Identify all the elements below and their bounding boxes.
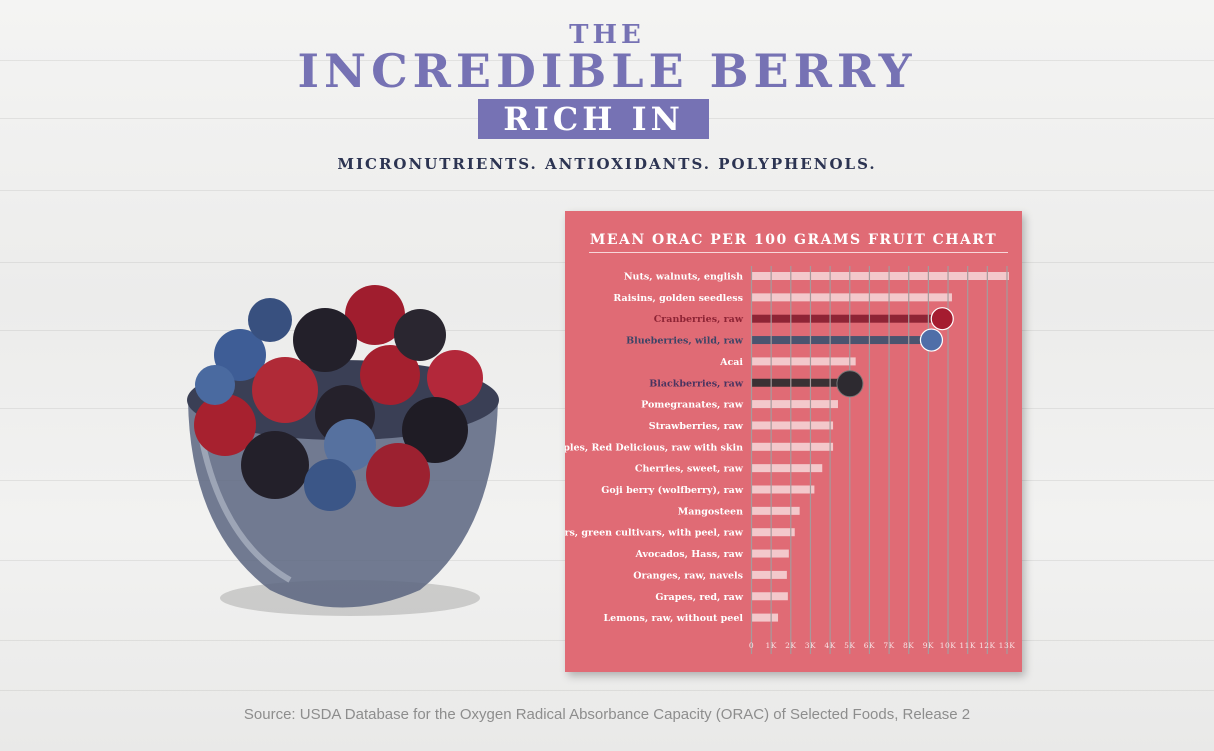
category-label: Strawberries, raw bbox=[649, 421, 744, 432]
title-the: THE bbox=[569, 20, 645, 50]
x-tick-label: 9K bbox=[923, 641, 934, 650]
x-tick-label: 5K bbox=[844, 641, 855, 650]
chart-title-divider bbox=[589, 252, 1008, 253]
bar bbox=[751, 336, 926, 345]
category-label: Oranges, raw, navels bbox=[633, 570, 743, 581]
bar bbox=[751, 272, 1009, 280]
x-tick-label: 4K bbox=[824, 641, 835, 650]
x-tick-label: 6K bbox=[864, 641, 875, 650]
bar bbox=[751, 549, 789, 558]
category-label: Pears, green cultivars, with peel, raw bbox=[565, 528, 744, 539]
bar bbox=[751, 357, 856, 366]
chart-title: MEAN ORAC PER 100 GRAMS FRUIT CHART bbox=[589, 232, 998, 248]
bar bbox=[751, 528, 795, 537]
rich-in-badge: RICH IN bbox=[478, 99, 709, 139]
page-title: INCREDIBLE BERRY bbox=[297, 44, 917, 98]
x-tick-label: 8K bbox=[903, 641, 914, 650]
x-tick-label: 11K bbox=[959, 641, 976, 650]
category-label: Mangosteen bbox=[678, 506, 743, 517]
orac-bar-chart: Nuts, walnuts, english Raisins, golden se… bbox=[565, 266, 1016, 654]
bar bbox=[751, 570, 787, 579]
bar bbox=[751, 592, 788, 601]
bar bbox=[751, 464, 823, 473]
category-label: Raisins, golden seedless bbox=[613, 293, 743, 304]
category-label: Lemons, raw, without peel bbox=[603, 613, 743, 624]
bar bbox=[751, 400, 838, 409]
bar bbox=[751, 442, 834, 451]
bar bbox=[751, 613, 779, 622]
x-tick-label: 1K bbox=[765, 641, 776, 650]
orac-chart-panel: MEAN ORAC PER 100 GRAMS FRUIT CHART Nuts… bbox=[565, 211, 1022, 672]
category-label: Apples, Red Delicious, raw with skin bbox=[565, 442, 743, 453]
bar bbox=[751, 485, 815, 494]
x-tick-label: 0 bbox=[749, 641, 754, 650]
bar bbox=[751, 421, 834, 430]
x-tick-label: 7K bbox=[883, 641, 894, 650]
category-label: Acai bbox=[719, 357, 743, 368]
bar bbox=[751, 293, 952, 302]
x-tick-label: 12K bbox=[979, 641, 996, 650]
x-tick-label: 3K bbox=[805, 641, 816, 650]
category-label: Cranberries, raw bbox=[654, 314, 744, 325]
x-tick-label: 2K bbox=[785, 641, 796, 650]
bar bbox=[751, 378, 841, 387]
bar bbox=[751, 506, 800, 515]
berry-bowl-image bbox=[187, 285, 499, 616]
category-label: Blueberries, wild, raw bbox=[626, 336, 744, 347]
category-label: Avocados, Hass, raw bbox=[634, 549, 743, 560]
cranberry-icon bbox=[930, 307, 954, 331]
category-label: Blackberries, raw bbox=[649, 378, 744, 389]
category-label: Cherries, sweet, raw bbox=[635, 464, 744, 475]
bar bbox=[751, 314, 937, 323]
category-label: Goji berry (wolfberry), raw bbox=[601, 485, 744, 496]
x-tick-label: 10K bbox=[940, 641, 957, 650]
blueberry-icon bbox=[919, 328, 944, 352]
category-label: Grapes, red, raw bbox=[655, 592, 743, 603]
category-label: Pomegranates, raw bbox=[641, 400, 744, 411]
blackberry-icon bbox=[836, 370, 864, 398]
source-note: Source: USDA Database for the Oxygen Rad… bbox=[243, 706, 971, 723]
subtitle: MICRONUTRIENTS. ANTIOXIDANTS. POLYPHENOL… bbox=[337, 155, 877, 173]
category-label: Nuts, walnuts, english bbox=[624, 272, 743, 283]
x-tick-label: 13K bbox=[999, 641, 1016, 650]
